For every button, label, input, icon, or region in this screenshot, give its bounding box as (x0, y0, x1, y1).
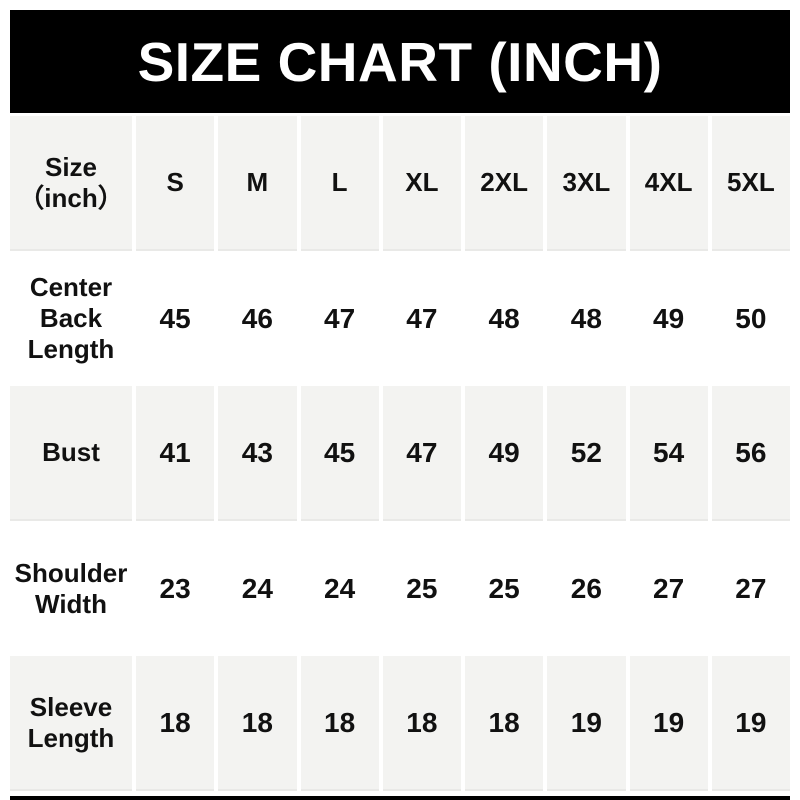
table-cell: 24 (241, 572, 273, 604)
row-label-sleeve-length: Sleeve Length (10, 656, 132, 791)
table-cell: 48 (488, 302, 520, 334)
table-cell: 41 (136, 386, 215, 521)
size-chart-table: Size （inch） S M L XL 2XL 3XL 4XL 5XL Cen… (10, 116, 790, 791)
table-cell: 50 (735, 302, 767, 334)
corner-label-line2: （inch） (18, 182, 124, 213)
table-cell: 25 (488, 572, 520, 604)
table-cell: 19 (711, 656, 790, 791)
table-cell: 27 (735, 572, 767, 604)
table-cell: 46 (241, 302, 273, 334)
corner-header-cell: Size （inch） (10, 116, 132, 251)
table-cell: 48 (570, 302, 602, 334)
column-header-4xl: 4XL (629, 116, 708, 251)
page-title: SIZE CHART (INCH) (137, 30, 663, 93)
table-cell: 47 (406, 302, 438, 334)
table-cell: 45 (300, 386, 379, 521)
table-cell: 25 (406, 572, 438, 604)
table-cell: 47 (324, 302, 356, 334)
corner-label-line1: Size (44, 151, 98, 182)
column-header-s: S (136, 116, 215, 251)
table-cell: 18 (382, 656, 461, 791)
row-label-bust: Bust (10, 386, 132, 521)
next-section-banner-edge (10, 796, 790, 800)
title-banner: SIZE CHART (INCH) (10, 10, 790, 113)
table-cell: 23 (159, 572, 191, 604)
column-header-3xl: 3XL (547, 116, 626, 251)
table-cell: 56 (711, 386, 790, 521)
table-cell: 19 (629, 656, 708, 791)
table-cell: 24 (324, 572, 356, 604)
table-cell: 27 (653, 572, 685, 604)
table-cell: 18 (136, 656, 215, 791)
column-header-5xl: 5XL (711, 116, 790, 251)
column-header-xl: XL (382, 116, 461, 251)
table-cell: 18 (465, 656, 544, 791)
table-cell: 45 (159, 302, 191, 334)
column-header-m: M (218, 116, 297, 251)
table-cell: 49 (653, 302, 685, 334)
table-cell: 49 (465, 386, 544, 521)
row-label-shoulder-width: Shoulder Width (14, 557, 128, 619)
table-cell: 18 (300, 656, 379, 791)
table-cell: 47 (382, 386, 461, 521)
column-header-2xl: 2XL (465, 116, 544, 251)
table-cell: 26 (570, 572, 602, 604)
table-cell: 19 (547, 656, 626, 791)
table-cell: 52 (547, 386, 626, 521)
column-header-l: L (300, 116, 379, 251)
table-cell: 43 (218, 386, 297, 521)
table-cell: 18 (218, 656, 297, 791)
table-cell: 54 (629, 386, 708, 521)
row-label-center-back-length: Center Back Length (27, 272, 115, 364)
